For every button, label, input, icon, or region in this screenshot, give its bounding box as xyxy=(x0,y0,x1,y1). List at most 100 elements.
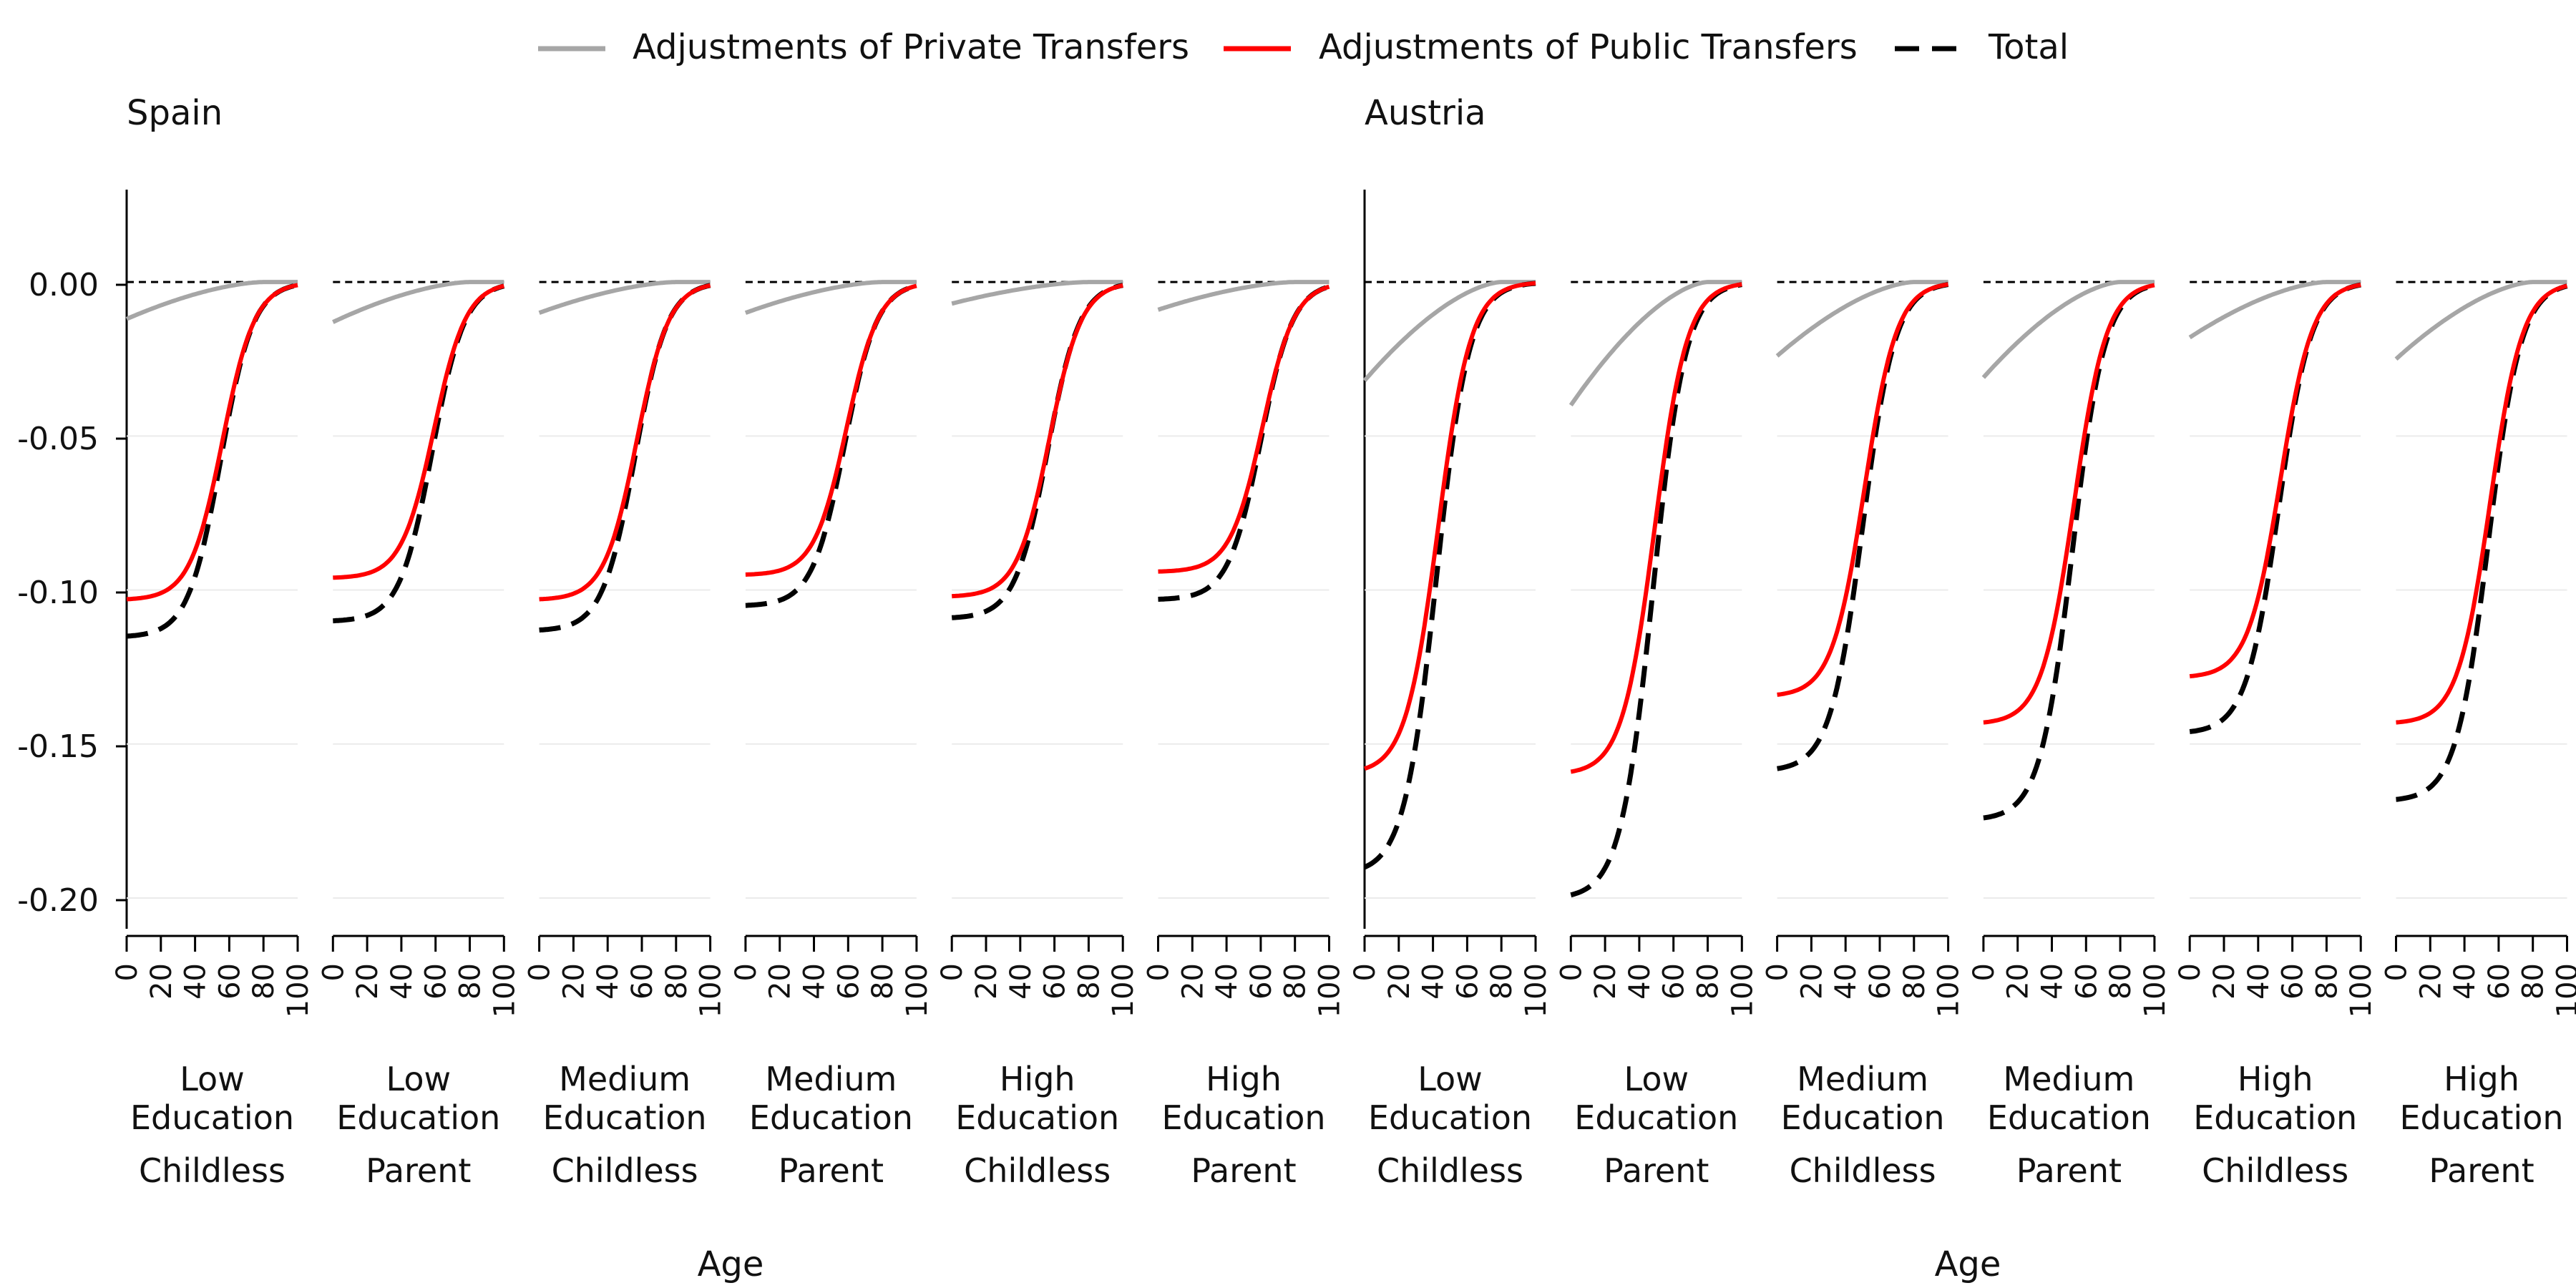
x-tick-label: 20 xyxy=(1589,963,1622,1000)
facet-label-line: Childless xyxy=(552,1151,698,1190)
series-line-private xyxy=(538,280,711,316)
legend-label-total: Total xyxy=(1988,27,2069,67)
x-tick-label: 100 xyxy=(1933,963,1966,1018)
facet-label-line: Low xyxy=(1624,1060,1689,1098)
country-title-austria: Austria xyxy=(1365,93,1486,133)
x-tick-label: 0 xyxy=(111,963,144,981)
x-tick-label: 20 xyxy=(2208,963,2241,1000)
series-line-public xyxy=(1158,284,1330,574)
series-line-private xyxy=(2188,280,2361,340)
x-tick-label: 60 xyxy=(1039,963,1072,1000)
facet-label-line: Education xyxy=(955,1098,1119,1137)
x-tick-label: 80 xyxy=(1692,963,1725,1000)
series-line-private xyxy=(951,280,1123,306)
facet-label-line: Education xyxy=(1368,1098,1532,1137)
facet-label-line: Education xyxy=(1987,1098,2151,1137)
x-tick-label: 100 xyxy=(901,963,934,1018)
x-tick-label: 60 xyxy=(213,963,246,1000)
x-tick-label: 80 xyxy=(2311,963,2343,1000)
facet-label-line: Parent xyxy=(2429,1151,2534,1190)
x-tick-label: 60 xyxy=(420,963,453,1000)
series-line-public xyxy=(745,283,917,577)
x-tick-label: 100 xyxy=(282,963,315,1018)
x-tick-label: 80 xyxy=(248,963,280,1000)
series-line-private xyxy=(125,280,298,321)
chart-legend: Adjustments of Private Transfers Adjustm… xyxy=(538,27,2069,67)
series-line-public xyxy=(126,283,298,602)
x-tick-label: 0 xyxy=(1968,963,2001,981)
facet-label-line: Education xyxy=(543,1098,707,1137)
x-tick-label: 0 xyxy=(1555,963,1588,981)
x-tick-label: 80 xyxy=(867,963,899,1000)
x-tick-label: 80 xyxy=(2104,963,2137,1000)
x-tick-label: 100 xyxy=(2345,963,2378,1018)
y-tick-label: -0.10 xyxy=(17,575,99,611)
y-axis: 0.00 -0.05 -0.10 -0.15 -0.20 xyxy=(17,190,1366,929)
facet-label-line: Low xyxy=(1418,1060,1483,1098)
legend-label-private: Adjustments of Private Transfers xyxy=(633,27,1189,67)
x-tick-label: 0 xyxy=(1143,963,1176,981)
series-line-total xyxy=(1777,282,1949,771)
series-line-public xyxy=(1364,280,1536,771)
x-tick-label: 80 xyxy=(454,963,487,1000)
series-line-total xyxy=(539,283,711,633)
x-tick-label: 60 xyxy=(2277,963,2310,1000)
x-tick-label: 40 xyxy=(2243,963,2275,1000)
x-axis-title-austria: Age xyxy=(1935,1244,2001,1284)
series-line-total xyxy=(1983,283,2155,821)
series-line-total xyxy=(126,282,298,639)
x-tick-label: 40 xyxy=(2449,963,2482,1000)
facet-label-line: Parent xyxy=(2016,1151,2122,1190)
x-tick-label: 20 xyxy=(764,963,797,1000)
y-tick-label: 0.00 xyxy=(29,267,99,303)
facet-label-line: Parent xyxy=(366,1151,471,1190)
series-line-private xyxy=(744,280,917,316)
x-tick-label: 100 xyxy=(2139,963,2172,1018)
x-tick-label: 0 xyxy=(1349,963,1382,981)
facet-label-line: Childless xyxy=(1377,1151,1523,1190)
x-tick-label: 20 xyxy=(557,963,590,1000)
series-line-public xyxy=(2189,283,2361,679)
series-line-private xyxy=(1775,280,1948,358)
x-tick-label: 40 xyxy=(386,963,419,1000)
x-tick-label: 100 xyxy=(1107,963,1140,1018)
facet-label-line: Medium xyxy=(559,1060,691,1098)
series-line-public xyxy=(951,283,1123,599)
x-tick-label: 100 xyxy=(488,963,521,1018)
series-line-public xyxy=(1983,283,2155,725)
series-line-total xyxy=(1363,280,1536,870)
x-tick-label: 40 xyxy=(1005,963,1038,1000)
series-line-private xyxy=(332,280,504,324)
x-tick-label: 60 xyxy=(1451,963,1484,1000)
facet-label-line: Education xyxy=(1781,1098,1945,1137)
facet-label-line: Medium xyxy=(1797,1060,1928,1098)
x-tick-label: 20 xyxy=(2002,963,2035,1000)
series-line-public xyxy=(539,283,711,602)
series-line-total xyxy=(333,283,505,624)
x-tick-label: 20 xyxy=(970,963,1003,1000)
x-tick-label: 0 xyxy=(936,963,969,981)
x-tick-label: 40 xyxy=(2036,963,2069,1000)
series-line-total xyxy=(1158,284,1330,602)
x-tick-label: 40 xyxy=(1418,963,1450,1000)
facet-label-line: High xyxy=(1000,1060,1075,1098)
x-tick-label: 0 xyxy=(2174,963,2207,981)
x-tick-label: 60 xyxy=(1864,963,1897,1000)
x-tick-label: 40 xyxy=(1624,963,1657,1000)
x-tick-label: 60 xyxy=(626,963,659,1000)
y-tick-label: -0.05 xyxy=(17,421,99,457)
facet-label-line: Childless xyxy=(964,1151,1111,1190)
x-tick-label: 80 xyxy=(1073,963,1106,1000)
series-line-private xyxy=(1568,280,1742,407)
facet-label-line: Childless xyxy=(1790,1151,1936,1190)
